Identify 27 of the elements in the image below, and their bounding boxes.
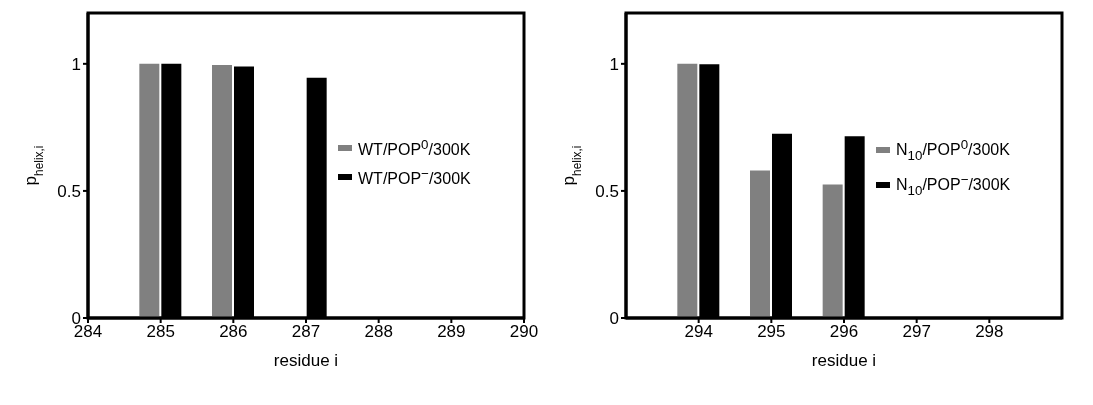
bar — [139, 63, 160, 318]
x-axis-title: residue i — [811, 351, 877, 370]
x-tick-label: 297 — [902, 322, 931, 342]
bar — [677, 63, 698, 318]
bar — [212, 65, 232, 318]
y-tick-label: 0.5 — [57, 181, 81, 201]
x-tick-label: 298 — [975, 322, 1004, 342]
x-tick-label: 294 — [684, 322, 713, 342]
bar — [822, 184, 843, 318]
y-tick-label: 1 — [609, 54, 619, 74]
y-tick-label: 0 — [609, 309, 619, 329]
bar — [750, 170, 770, 318]
y-tick-label: 0.5 — [595, 181, 619, 201]
x-axis-title: residue i — [273, 351, 339, 370]
legend-label: WT/POP$^{0}$/300K — [358, 136, 471, 161]
y-tick-label: 1 — [71, 54, 81, 74]
legend-label: N$_{10}$/POP$^{0}$/300K — [896, 136, 1010, 165]
x-tick-label: 296 — [829, 322, 859, 342]
x-tick-label: 290 — [509, 322, 539, 342]
x-tick-label: 289 — [437, 322, 466, 342]
legend-label: WT/POP$^{−}$/300K — [358, 165, 471, 190]
x-tick-label: 287 — [291, 322, 321, 342]
x-tick-label: 295 — [757, 322, 786, 342]
x-tick-label: 286 — [219, 322, 248, 342]
x-tick-label: 285 — [146, 322, 175, 342]
legend-label: N$_{10}$/POP$^{−}$/300K — [896, 170, 1011, 200]
x-tick-label: 288 — [364, 322, 393, 342]
